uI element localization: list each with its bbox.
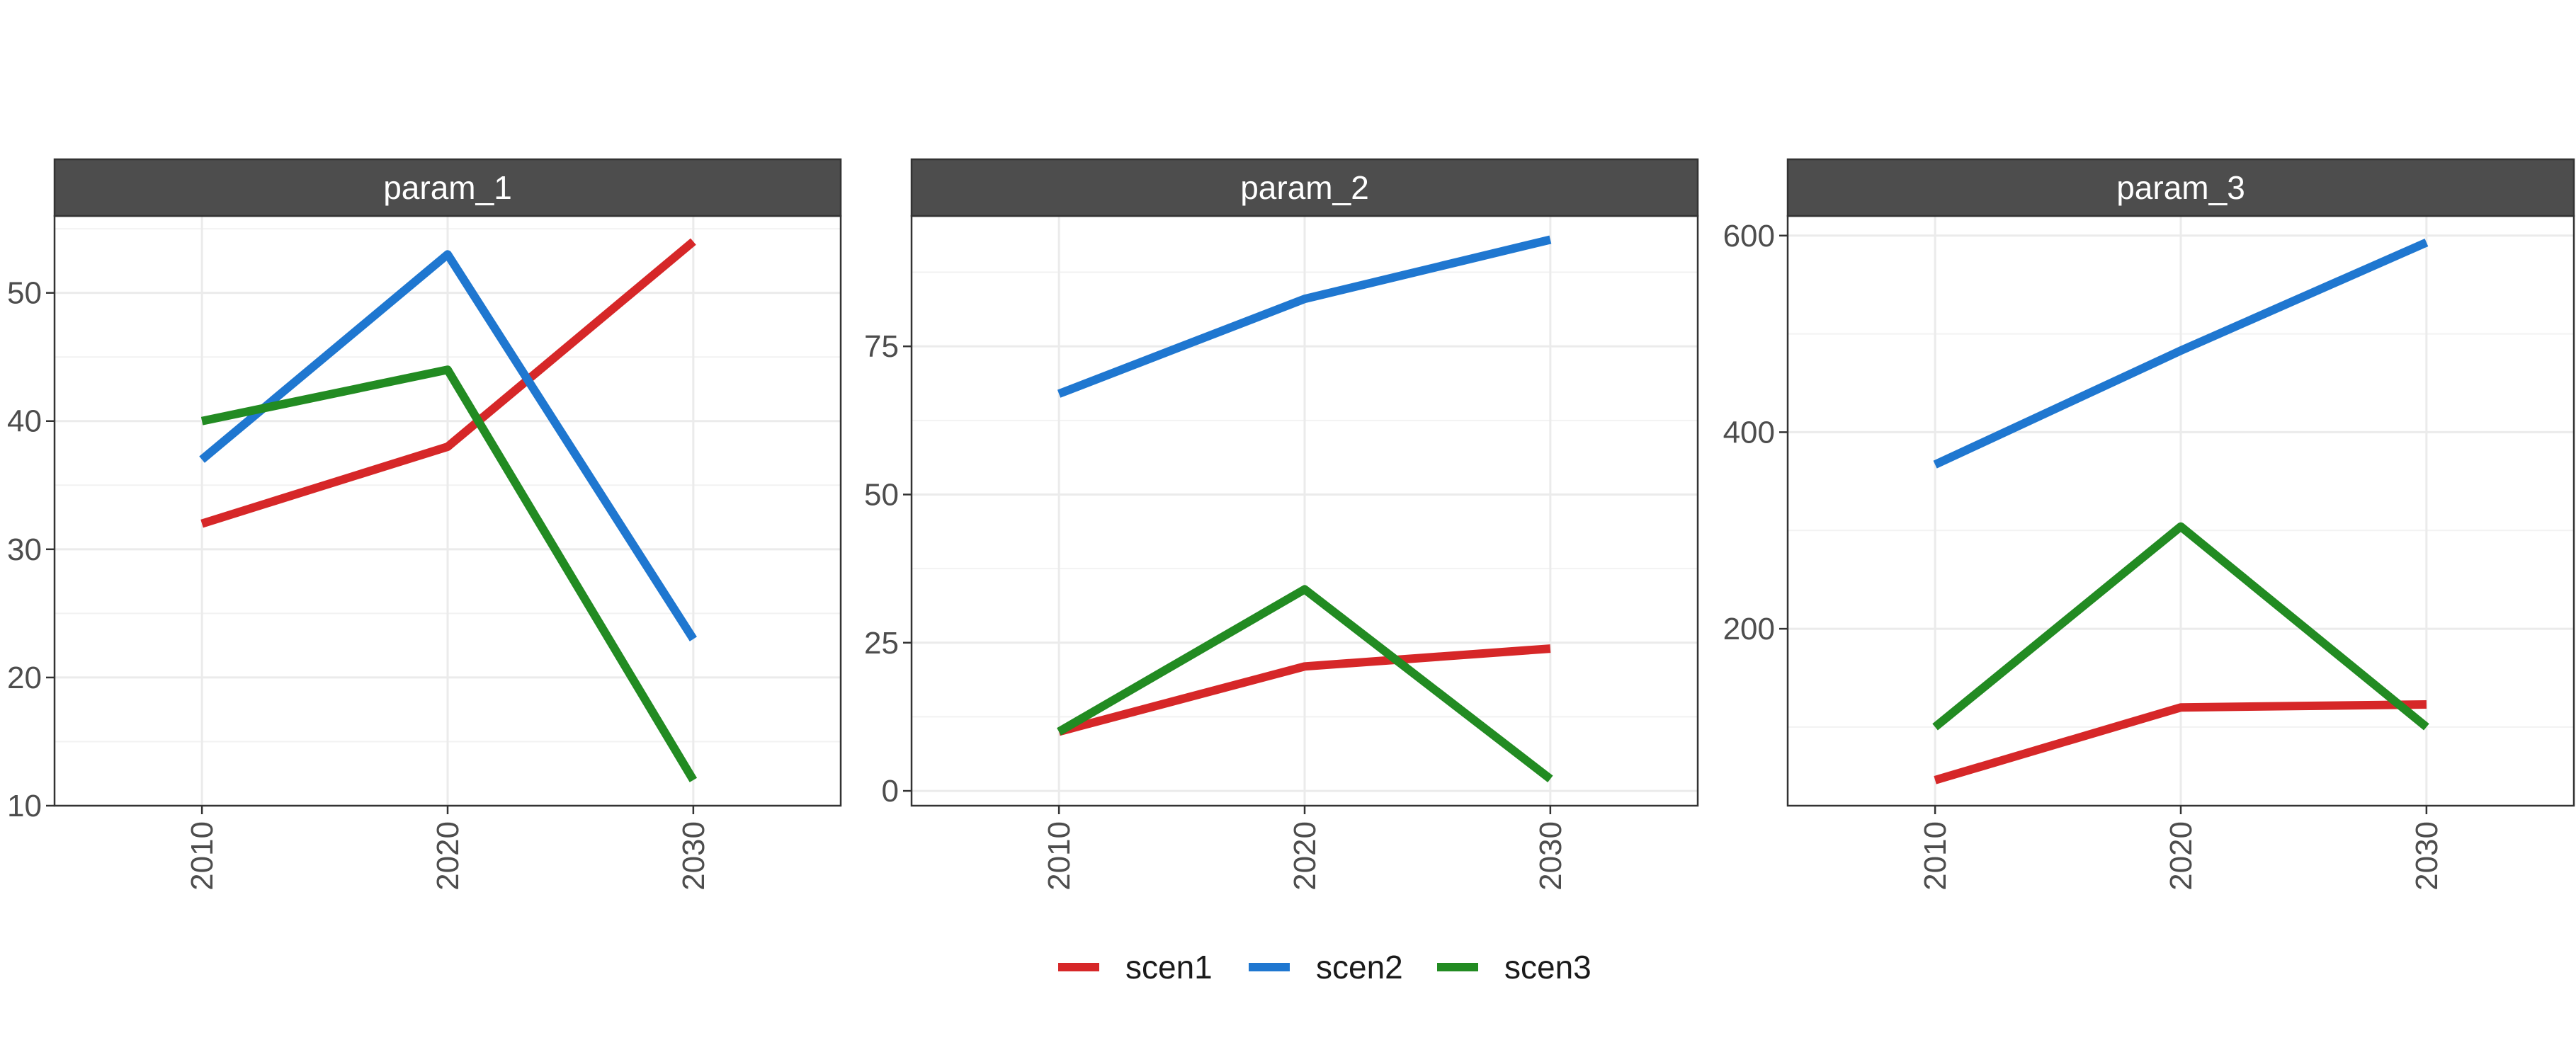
y-tick-label: 0 xyxy=(882,774,899,809)
facet-strip-title: param_3 xyxy=(2116,169,2245,206)
series-line-scen3 xyxy=(1057,585,1553,783)
legend-label-scen3: scen3 xyxy=(1504,949,1591,986)
x-tick-label: 2020 xyxy=(1288,821,1322,891)
y-tick-label: 10 xyxy=(7,789,42,823)
x-tick-label: 2020 xyxy=(431,821,465,891)
x-tick-label: 2030 xyxy=(676,821,711,891)
facet-strip-title: param_1 xyxy=(383,169,512,206)
y-tick-label: 50 xyxy=(864,477,899,512)
x-tick-label: 2020 xyxy=(2164,821,2198,891)
facet-strip-title: param_2 xyxy=(1240,169,1369,206)
legend: scen1 scen2 scen3 xyxy=(1058,949,1591,986)
y-tick-label: 400 xyxy=(1723,415,1775,450)
y-tick-label: 20 xyxy=(7,661,42,695)
y-tick-label: 40 xyxy=(7,404,42,439)
y-tick-label: 50 xyxy=(7,276,42,311)
legend-item-scen1: scen1 xyxy=(1058,949,1213,986)
x-tick-label: 2030 xyxy=(2410,821,2444,891)
x-tick-label: 2030 xyxy=(1533,821,1568,891)
y-tick-label: 25 xyxy=(864,626,899,661)
y-tick-label: 30 xyxy=(7,532,42,567)
legend-item-scen3: scen3 xyxy=(1437,949,1591,986)
series-line-scen2 xyxy=(1057,235,1552,398)
series-line-scen2 xyxy=(1933,239,2429,469)
legend-label-scen2: scen2 xyxy=(1316,949,1403,986)
series-line-scen1 xyxy=(1934,700,2427,784)
panel-param_2: param_2 0 25 50 75 2010 2020 2030 xyxy=(864,158,1699,891)
series-line-scen3 xyxy=(200,365,698,782)
x-tick-label: 2010 xyxy=(185,821,220,891)
panel-param_3: param_3 200 400 600 2010 2020 2030 xyxy=(1723,158,2575,891)
facet-strip xyxy=(910,158,1699,217)
x-tick-label: 2010 xyxy=(1918,821,1953,891)
series-line-scen2 xyxy=(199,250,697,641)
facet-strip xyxy=(1786,158,2575,217)
series-line-scen1 xyxy=(1057,644,1551,736)
facet-strip xyxy=(53,158,842,217)
x-tick-label: 2010 xyxy=(1042,821,1077,891)
y-tick-label: 75 xyxy=(864,329,899,364)
legend-label-scen1: scen1 xyxy=(1125,949,1213,986)
y-tick-label: 600 xyxy=(1723,219,1775,253)
y-tick-label: 200 xyxy=(1723,612,1775,646)
series-line-scen1 xyxy=(200,238,696,528)
legend-item-scen2: scen2 xyxy=(1249,949,1403,986)
series-line-scen3 xyxy=(1932,522,2429,731)
